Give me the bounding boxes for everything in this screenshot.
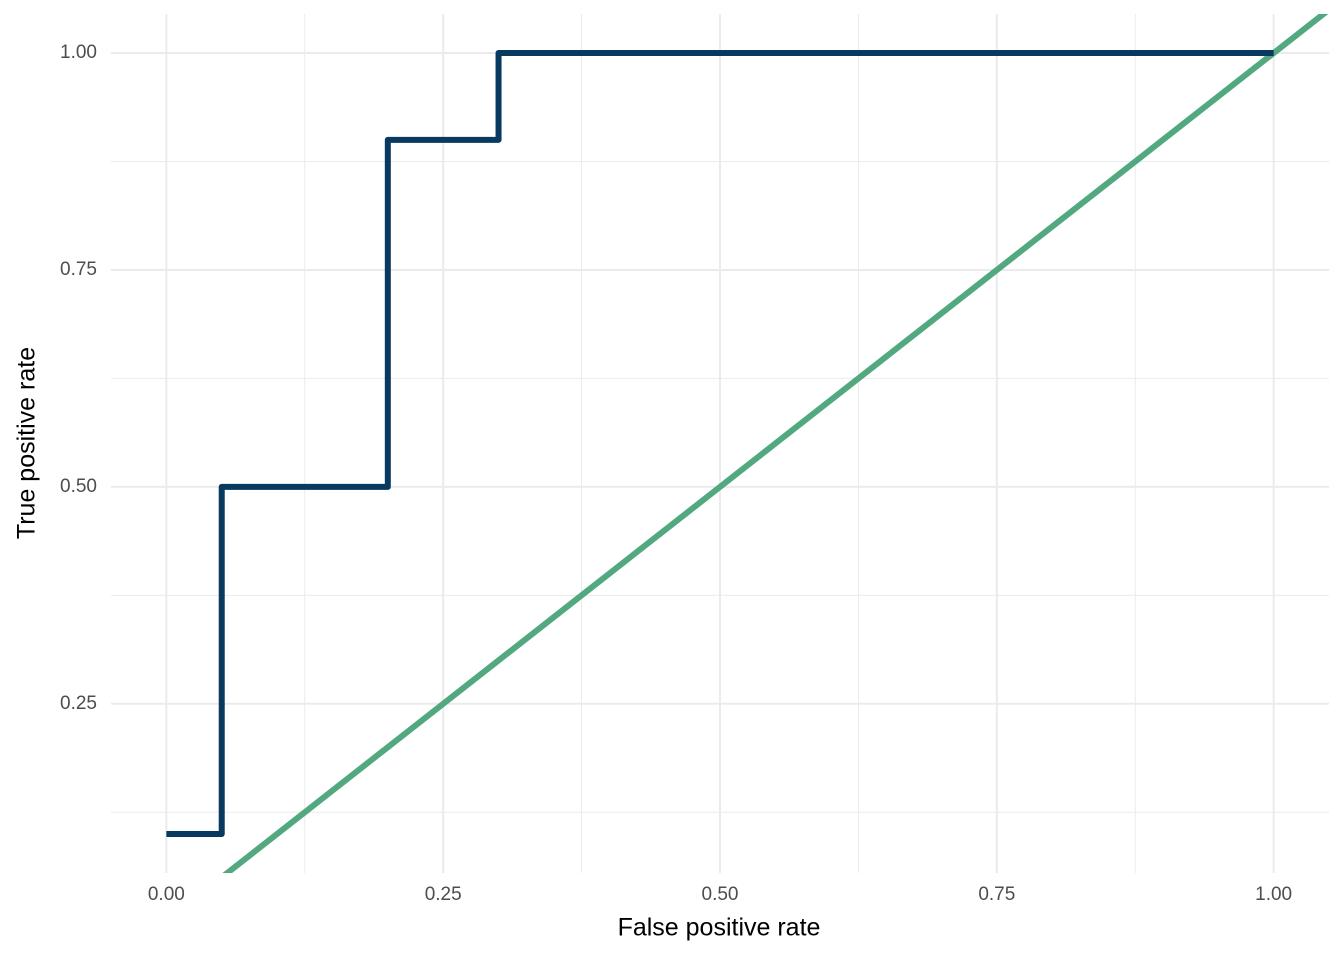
y-tick-label: 0.50: [60, 476, 97, 497]
x-tick-label: 0.25: [425, 884, 462, 905]
reference-line: [222, 14, 1329, 873]
y-axis-title: True positive rate: [13, 347, 41, 539]
x-tick-label: 1.00: [1255, 884, 1292, 905]
grid: [111, 14, 1329, 873]
x-tick-label: 0.50: [702, 884, 739, 905]
x-tick-label: 0.00: [148, 884, 185, 905]
y-tick-label: 1.00: [60, 42, 97, 63]
x-axis-title: False positive rate: [618, 914, 821, 942]
y-tick-label: 0.25: [60, 693, 97, 714]
plot-area: [166, 14, 1329, 873]
roc-line: [166, 50, 1274, 837]
y-tick-label: 0.75: [60, 259, 97, 280]
x-tick-label: 0.75: [978, 884, 1015, 905]
